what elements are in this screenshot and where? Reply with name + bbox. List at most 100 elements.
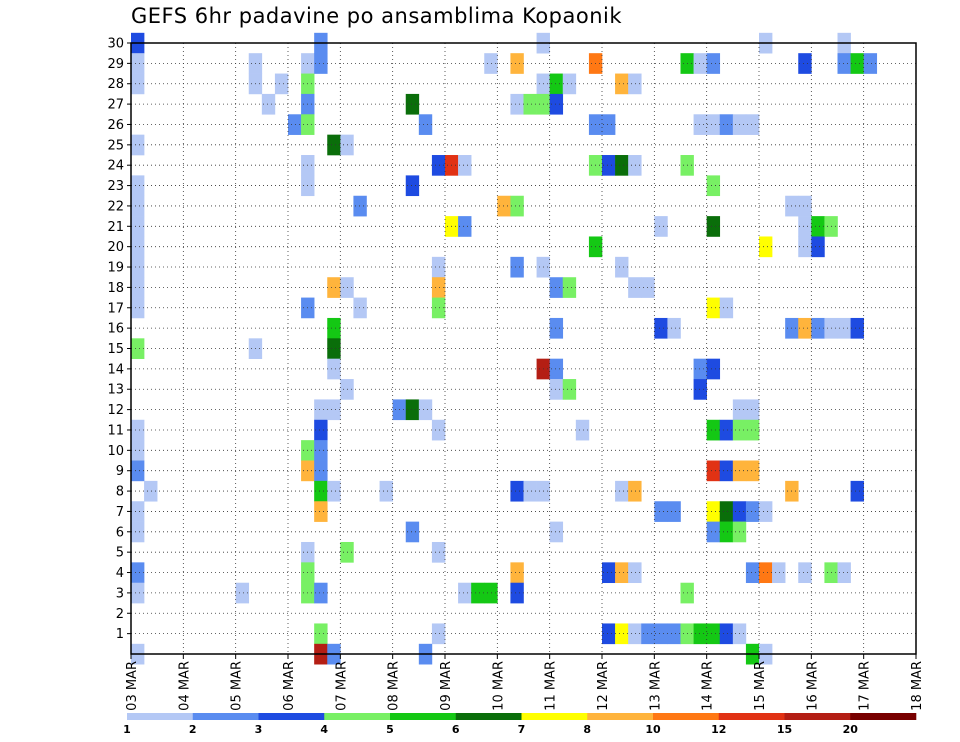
heatmap-cell xyxy=(602,155,616,176)
heatmap-cell xyxy=(261,93,276,115)
heatmap-cell xyxy=(131,521,145,543)
heatmap-cell xyxy=(131,440,145,461)
heatmap-cell xyxy=(706,53,721,74)
colorbar-swatch xyxy=(324,713,391,720)
y-tick-label: 12 xyxy=(107,403,124,418)
y-tick-label: 21 xyxy=(107,220,124,235)
heatmap-cell xyxy=(510,195,524,217)
heatmap-cell xyxy=(706,521,721,543)
heatmap-cell xyxy=(654,216,668,237)
heatmap-cell xyxy=(497,195,511,217)
colorbar-label: 6 xyxy=(452,723,460,736)
heatmap-cell xyxy=(131,562,145,584)
heatmap-cell xyxy=(431,277,446,298)
colorbar-swatch xyxy=(653,713,720,720)
colorbar-label: 12 xyxy=(711,723,726,736)
heatmap-cell xyxy=(131,175,145,197)
heatmap-cell xyxy=(549,73,564,95)
grid-lines xyxy=(131,42,917,654)
heatmap-cell xyxy=(431,155,446,176)
y-axis: 1234567891011121314151617181920212223242… xyxy=(107,37,131,642)
heatmap-cell xyxy=(719,114,734,135)
heatmap-cell xyxy=(288,114,302,135)
colorbar-swatch xyxy=(455,713,522,720)
y-tick-label: 19 xyxy=(107,261,124,276)
heatmap-cell xyxy=(719,419,734,441)
heatmap-cell xyxy=(759,236,773,258)
heatmap-cell xyxy=(327,317,341,339)
heatmap-cell xyxy=(693,114,707,135)
heatmap-cell xyxy=(131,195,145,217)
heatmap-cell xyxy=(615,256,629,278)
heatmap-cell xyxy=(131,277,145,298)
colorbar-swatch xyxy=(784,713,851,720)
heatmap-cell xyxy=(131,134,145,156)
heatmap-cell xyxy=(602,562,616,584)
colorbar-swatch xyxy=(390,713,457,720)
heatmap-cell xyxy=(654,623,668,645)
y-tick-label: 5 xyxy=(116,546,124,561)
heatmap-cell xyxy=(327,480,341,502)
heatmap-cell xyxy=(314,623,328,645)
heatmap-cell xyxy=(706,297,721,319)
heatmap-cell xyxy=(562,73,577,95)
heatmap-cell xyxy=(706,216,721,237)
y-tick-label: 20 xyxy=(107,240,124,255)
heatmap-cell xyxy=(745,419,760,441)
heatmap-cell xyxy=(549,358,564,380)
y-tick-label: 7 xyxy=(116,505,124,520)
heatmap-cell xyxy=(628,277,642,298)
heatmap-cell xyxy=(772,562,786,584)
heatmap-cell xyxy=(798,53,812,74)
heatmap-cell xyxy=(693,53,707,74)
y-tick-label: 18 xyxy=(107,281,124,296)
heatmap-cell xyxy=(314,460,328,482)
heatmap-cell xyxy=(510,480,524,502)
y-tick-label: 25 xyxy=(107,138,124,153)
colorbar-legend: 1 2 3 4 5 6 7 8 10 12 15 20 xyxy=(123,713,917,736)
heatmap-cell xyxy=(719,297,734,319)
x-tick-label: 07 MAR xyxy=(334,661,349,711)
y-tick-label: 3 xyxy=(116,586,124,601)
colorbar-swatch xyxy=(587,713,654,720)
heatmap-cell xyxy=(575,419,590,441)
heatmap-cell xyxy=(667,501,681,522)
heatmap-cell xyxy=(654,317,668,339)
heatmap-cell xyxy=(353,297,367,319)
heatmap-cell xyxy=(693,358,707,380)
heatmap-cell xyxy=(431,419,446,441)
heatmap-cell xyxy=(510,582,524,604)
heatmap-cell xyxy=(654,501,668,522)
colorbar-swatch xyxy=(258,713,325,720)
heatmap-cell xyxy=(549,379,564,400)
heatmap-cell xyxy=(131,460,145,482)
y-tick-label: 6 xyxy=(116,525,124,540)
heatmap-cell xyxy=(379,480,393,502)
heatmap-cell xyxy=(131,338,145,359)
heatmap-cell xyxy=(314,501,328,522)
y-tick-label: 22 xyxy=(107,199,124,214)
y-tick-label: 27 xyxy=(107,98,124,113)
x-tick-label: 05 MAR xyxy=(230,661,245,711)
heatmap-cell xyxy=(131,297,145,319)
heatmap-cell xyxy=(706,460,721,482)
y-tick-label: 24 xyxy=(107,159,124,174)
heatmap-cell xyxy=(628,73,642,95)
heatmap-cell xyxy=(353,195,367,217)
heatmap-cell xyxy=(405,93,420,115)
heatmap-cell xyxy=(314,440,328,461)
colorbar-swatch xyxy=(521,713,588,720)
heatmap-cell xyxy=(615,480,629,502)
heatmap-cell xyxy=(850,317,864,339)
x-tick-label: 11 MAR xyxy=(544,661,559,711)
x-tick-label: 08 MAR xyxy=(387,661,402,711)
y-tick-label: 15 xyxy=(107,342,124,357)
heatmap-cell xyxy=(131,256,145,278)
y-tick-label: 30 xyxy=(107,37,124,52)
heatmap-cell xyxy=(131,236,145,258)
heatmap-cell xyxy=(798,562,812,584)
heatmap-cell xyxy=(628,155,642,176)
heatmap-cell xyxy=(615,155,629,176)
heatmap-cell xyxy=(458,582,472,604)
x-tick-label: 13 MAR xyxy=(648,661,663,711)
